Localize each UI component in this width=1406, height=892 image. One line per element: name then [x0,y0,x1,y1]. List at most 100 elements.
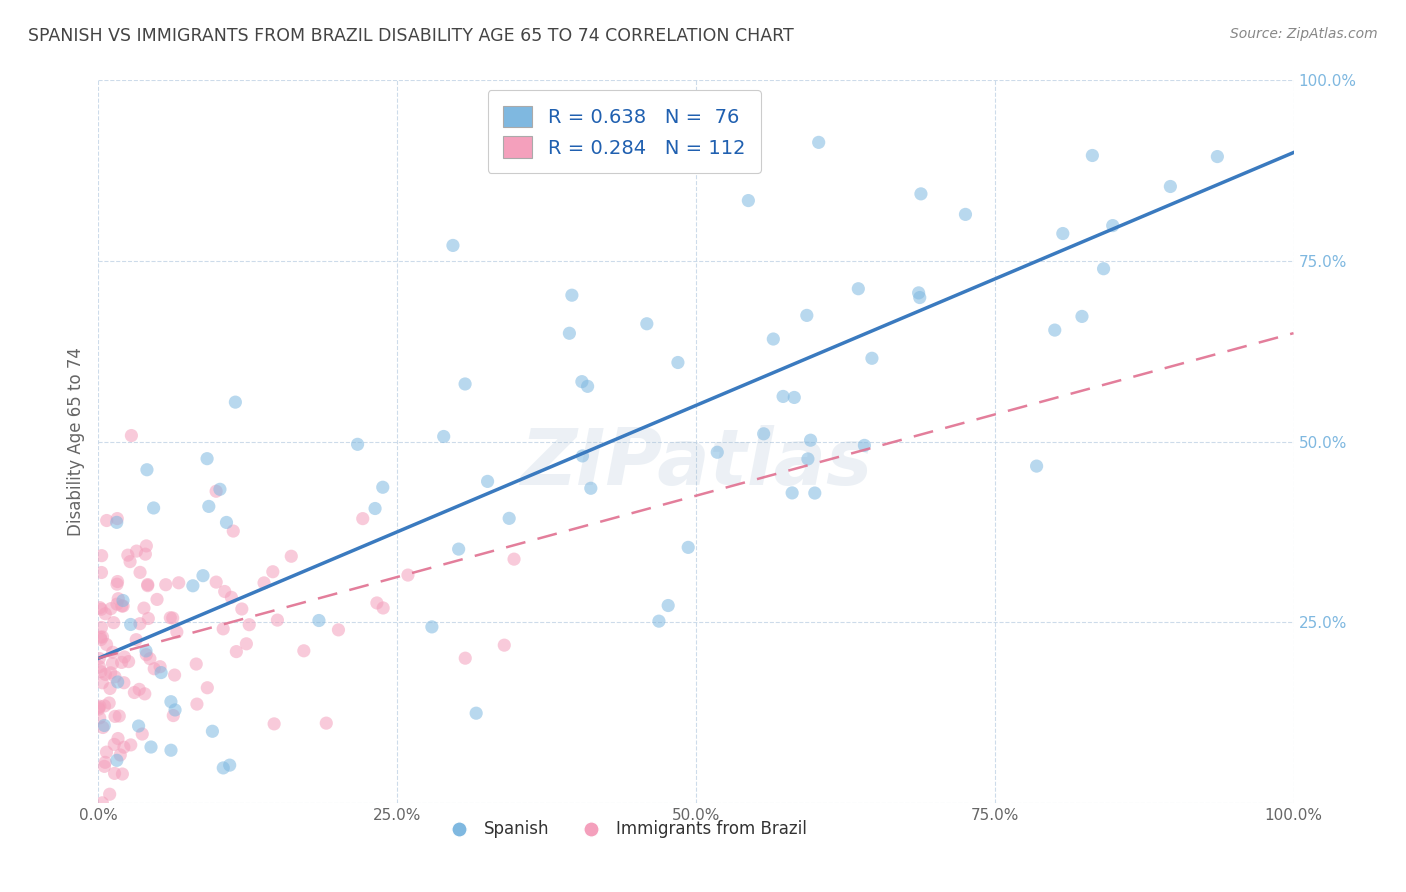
Point [292,644,315,658]
Point [205,484,228,499]
Point [100,665,122,680]
Point [136,611,159,625]
Point [105,597,128,611]
Point [110,656,132,670]
Point [117,655,139,669]
Point [120,738,142,752]
Point [110,747,132,762]
Point [1043,323,1066,337]
Point [120,555,142,569]
Point [454,651,477,665]
Point [225,644,247,658]
Legend: Spanish, Immigrants from Brazil: Spanish, Immigrants from Brazil [436,814,813,845]
Point [253,575,276,590]
Point [235,637,257,651]
Point [135,539,157,553]
Point [160,695,183,709]
Point [112,599,135,613]
Point [772,389,794,403]
Point [105,577,128,591]
Point [205,575,228,590]
Point [494,638,516,652]
Point [1025,459,1047,474]
Point [636,317,658,331]
Point [441,238,464,252]
Point [162,708,184,723]
Point [146,592,169,607]
Text: ZIPatlas: ZIPatlas [520,425,872,501]
Point [149,659,172,673]
Point [737,194,759,208]
Point [94,607,117,621]
Point [125,544,148,558]
Point [1206,150,1229,164]
Point [454,376,477,391]
Point [579,481,602,495]
Point [91,796,114,810]
Point [676,541,699,555]
Point [783,391,806,405]
Point [120,428,142,442]
Point [100,601,122,615]
Y-axis label: Disability Age 65 to 74: Disability Age 65 to 74 [66,347,84,536]
Point [139,651,162,665]
Point [98,787,121,801]
Point [797,451,820,466]
Point [89,651,111,665]
Point [105,516,128,530]
Point [90,602,112,616]
Point [132,601,155,615]
Point [87,702,110,716]
Point [125,632,148,647]
Point [129,566,152,580]
Text: Source: ZipAtlas.com: Source: ZipAtlas.com [1230,27,1378,41]
Point [107,731,129,746]
Point [571,449,593,463]
Point [224,395,246,409]
Point [89,699,111,714]
Point [131,727,153,741]
Point [212,622,235,636]
Point [89,711,111,725]
Point [89,600,111,615]
Point [111,767,134,781]
Point [89,630,111,644]
Point [98,681,121,696]
Point [796,309,818,323]
Point [846,282,869,296]
Point [198,500,221,514]
Point [159,611,181,625]
Point [104,670,127,684]
Point [150,665,173,680]
Point [134,687,156,701]
Point [373,601,395,615]
Point [87,700,110,714]
Point [96,514,118,528]
Point [93,759,115,773]
Point [112,675,135,690]
Point [96,745,118,759]
Text: SPANISH VS IMMIGRANTS FROM BRAZIL DISABILITY AGE 65 TO 74 CORRELATION CHART: SPANISH VS IMMIGRANTS FROM BRAZIL DISABI… [28,27,794,45]
Point [433,429,456,443]
Point [910,186,932,201]
Point [107,574,129,589]
Point [1159,179,1181,194]
Point [117,548,139,562]
Point [186,697,208,711]
Point [96,638,118,652]
Point [371,480,394,494]
Point [364,501,387,516]
Point [167,575,190,590]
Point [266,613,288,627]
Point [163,703,186,717]
Point [90,549,112,563]
Point [94,667,117,681]
Point [181,579,204,593]
Point [263,717,285,731]
Point [124,685,146,699]
Point [90,632,112,647]
Point [221,591,243,605]
Point [752,426,775,441]
Point [215,516,238,530]
Point [91,721,114,735]
